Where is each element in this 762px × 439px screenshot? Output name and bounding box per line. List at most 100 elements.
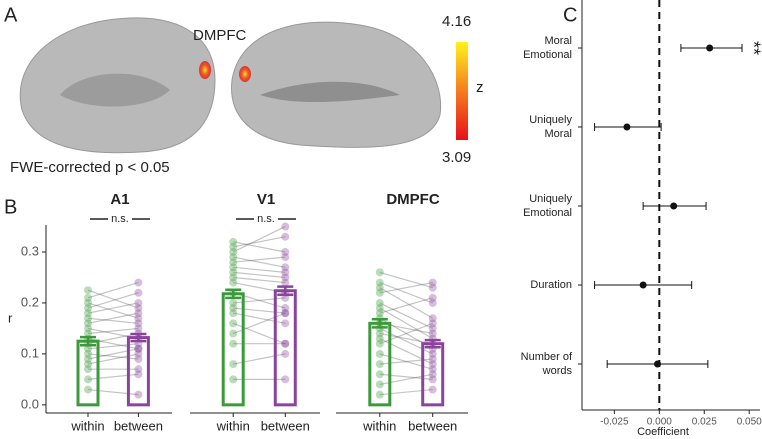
subject-point: [229, 237, 238, 246]
pair-line: [87, 327, 139, 335]
x-tick-label: -0.025: [600, 417, 629, 428]
subject-point: [134, 390, 143, 399]
pair-line: [379, 297, 433, 314]
x-tick-label: within: [70, 418, 104, 433]
activation-blob: [199, 61, 211, 79]
y-tick-label: 0.2: [21, 294, 39, 309]
panel-label: A: [4, 4, 18, 26]
subject-point: [134, 288, 143, 297]
colorbar-label: z: [476, 79, 484, 96]
subject-point: [229, 298, 238, 307]
error-bar: [225, 288, 242, 300]
subject-point: [281, 339, 290, 348]
subject-point: [229, 273, 238, 282]
subject-point: [229, 242, 238, 251]
pair-line: [87, 388, 139, 396]
subject-point: [375, 278, 384, 287]
subject-point: [229, 268, 238, 277]
subject-point: [229, 253, 238, 262]
pair-line: [379, 373, 433, 380]
subject-point: [84, 309, 92, 318]
pair-line: [233, 256, 286, 268]
estimate-point: [706, 44, 714, 52]
pair-line: [379, 302, 433, 329]
pair-line: [233, 312, 286, 324]
x-tick-label: within: [216, 418, 250, 433]
subject-point: [428, 298, 437, 307]
row-label: Emotional: [523, 207, 572, 219]
pair-line: [87, 353, 139, 365]
subject-point: [281, 278, 290, 287]
subject-point: [84, 293, 92, 302]
subject-point: [375, 304, 384, 313]
subject-point: [134, 319, 143, 328]
subject-point: [84, 354, 92, 363]
estimate-point: [654, 360, 662, 368]
pair-line: [379, 271, 433, 289]
pair-line: [87, 312, 139, 324]
subject-point: [375, 349, 384, 358]
pair-line: [87, 289, 139, 309]
subject-point: [84, 344, 92, 353]
error-bar: [371, 318, 388, 329]
subject-point: [375, 283, 384, 292]
brain-fold: [60, 73, 170, 107]
subject-point: [428, 324, 437, 333]
significance-label: n.s.: [111, 213, 129, 225]
subject-point: [134, 278, 143, 287]
x-tick-label: within: [362, 418, 396, 433]
subject-point: [281, 309, 290, 318]
pair-line: [87, 302, 139, 314]
subject-point: [84, 360, 92, 369]
subject-point: [281, 253, 290, 262]
subject-point: [281, 375, 290, 384]
subject-point: [229, 360, 238, 369]
subject-point: [428, 278, 437, 287]
pair-line: [379, 373, 433, 386]
subject-point: [428, 319, 437, 328]
subject-point: [134, 309, 143, 318]
pair-line: [87, 373, 139, 380]
subject-point: [84, 375, 92, 384]
pair-line: [233, 271, 286, 279]
subject-point: [134, 365, 143, 374]
pair-line: [379, 388, 433, 396]
x-tick-label: 0.025: [692, 417, 717, 428]
pair-line: [379, 282, 433, 304]
subject-point: [84, 319, 92, 328]
subject-point: [84, 349, 92, 358]
panel-title: DMPFC: [386, 191, 439, 208]
y-tick-label: 0.1: [21, 345, 39, 360]
pair-line: [379, 307, 434, 340]
subject-point: [281, 263, 290, 272]
panel-label: B: [4, 196, 17, 218]
subject-point: [428, 283, 437, 292]
subject-point: [229, 375, 238, 384]
row-label: Uniquely: [529, 114, 572, 126]
pair-line: [379, 358, 433, 365]
subject-point: [229, 309, 238, 318]
subject-point: [428, 360, 437, 369]
subject-point: [84, 286, 92, 295]
subject-point: [134, 370, 143, 379]
error-bar: [130, 332, 147, 343]
pair-line: [379, 287, 434, 319]
y-tick-label: 0.3: [21, 243, 39, 258]
pair-line: [87, 281, 139, 299]
subject-point: [428, 329, 437, 338]
subject-point: [229, 248, 238, 257]
activation-blob: [239, 66, 251, 82]
subject-point: [84, 385, 92, 394]
subject-point: [281, 232, 290, 241]
row-label: Emotional: [523, 49, 572, 61]
subject-point: [375, 339, 384, 348]
subject-point: [84, 365, 92, 374]
subject-point: [375, 370, 384, 379]
subject-point: [134, 298, 143, 307]
subject-point: [134, 354, 143, 363]
estimate-point: [639, 281, 647, 289]
subject-point: [281, 268, 290, 277]
pair-line: [233, 266, 286, 273]
subject-point: [281, 319, 290, 328]
subject-point: [281, 304, 290, 313]
